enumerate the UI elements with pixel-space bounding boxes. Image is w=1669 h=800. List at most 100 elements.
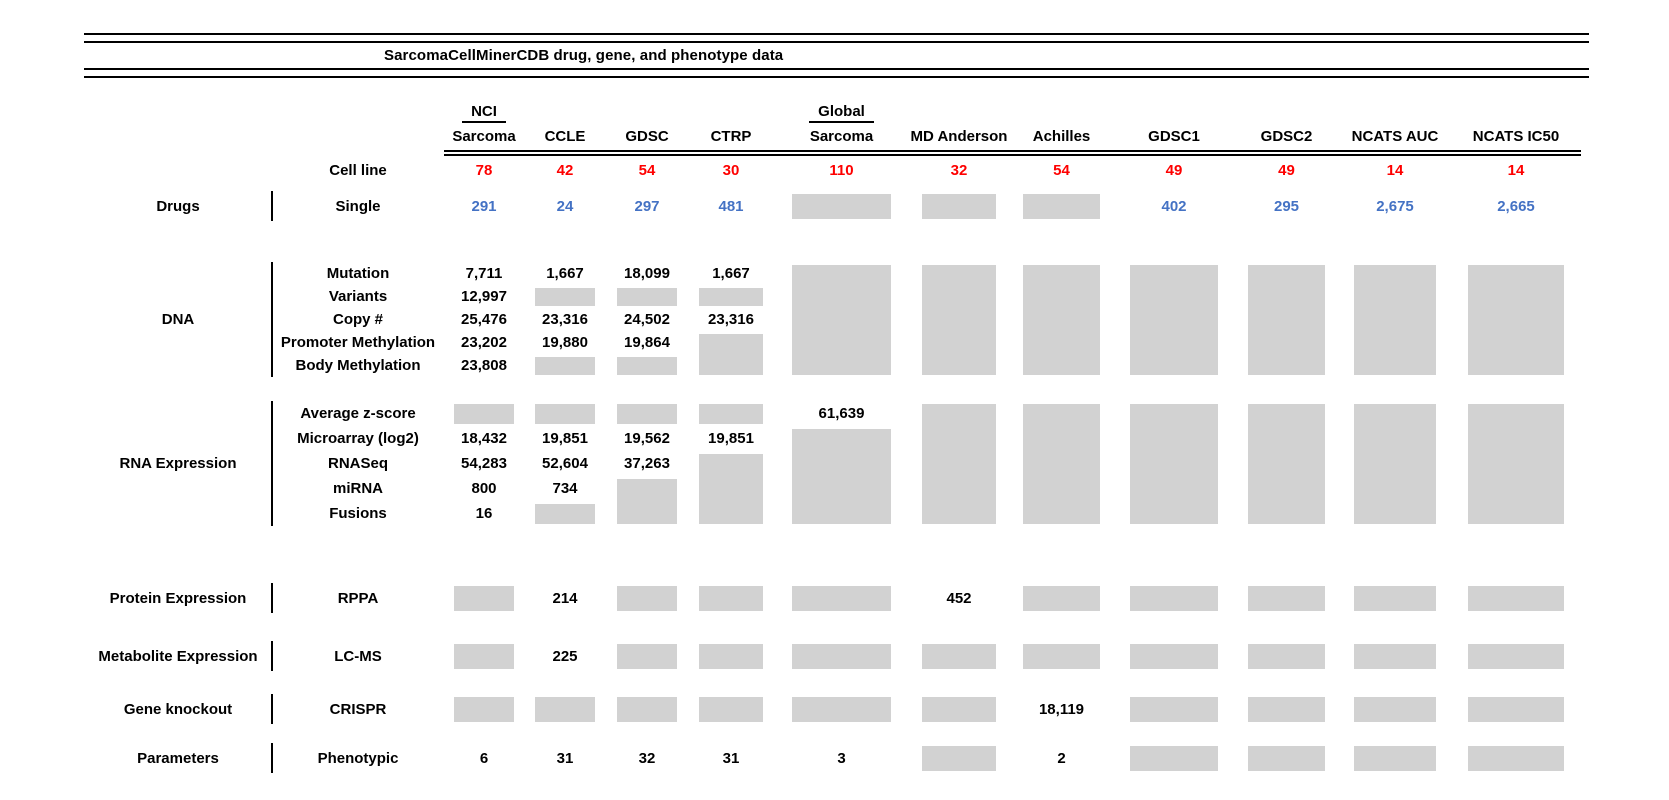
section-divider-bar xyxy=(271,743,273,773)
value-cell: 800 xyxy=(471,480,497,497)
value-cell: 24,502 xyxy=(624,311,670,328)
value-cell: 6 xyxy=(479,749,489,767)
category-label: Protein Expression xyxy=(109,589,247,607)
column-header: CCLE xyxy=(544,127,586,145)
value-cell: 291 xyxy=(471,197,497,215)
cell-line-count: 49 xyxy=(1165,161,1183,179)
value-cell: 52,604 xyxy=(542,455,588,472)
value-cell: 16 xyxy=(475,505,493,522)
cell-line-count: 54 xyxy=(1053,161,1070,179)
value-cell: 1,667 xyxy=(712,265,750,282)
no-data-box xyxy=(1129,585,1219,611)
column-header: GDSC1 xyxy=(1148,127,1200,145)
value-cell: 2,665 xyxy=(1497,197,1535,215)
column-top-header: Global xyxy=(774,99,909,123)
no-data-box xyxy=(699,585,763,611)
no-data-box xyxy=(1247,643,1326,669)
column-header: CTRP xyxy=(710,127,752,145)
value-cell: 19,851 xyxy=(708,430,754,447)
no-data-box xyxy=(791,696,892,722)
column-header: GDSC2 xyxy=(1260,127,1313,145)
cell-line-count: 78 xyxy=(475,161,493,179)
title-band: SarcomaCellMinerCDB drug, gene, and phen… xyxy=(84,46,1596,65)
no-data-box xyxy=(1247,264,1326,375)
no-data-box xyxy=(791,643,892,669)
no-data-box xyxy=(534,503,596,524)
subcategory-label: Microarray (log2) xyxy=(297,430,419,447)
value-cell: 19,562 xyxy=(624,430,670,447)
section-divider-bar xyxy=(271,191,273,221)
section-divider-bar xyxy=(271,694,273,724)
value-cell: 214 xyxy=(552,589,578,607)
no-data-box xyxy=(1467,264,1565,375)
value-cell: 61,639 xyxy=(818,405,865,422)
subcategory-label: Body Methylation xyxy=(295,357,421,374)
no-data-box xyxy=(922,696,996,722)
subcategory-label: Variants xyxy=(328,288,388,305)
no-data-box xyxy=(1353,585,1437,611)
value-cell: 31 xyxy=(722,749,740,767)
value-cell: 2 xyxy=(1057,749,1066,767)
section-rna-expression: RNA Expression Average z-score Microarray … xyxy=(84,401,1596,526)
value-cell: 37,263 xyxy=(624,455,670,472)
no-data-box xyxy=(922,264,996,375)
column-top-header-label: Global xyxy=(809,103,874,123)
value-cell: 2,675 xyxy=(1376,197,1414,215)
cell-line-count: 14 xyxy=(1386,161,1404,179)
no-data-box xyxy=(534,356,596,375)
no-data-box xyxy=(1247,745,1326,771)
no-data-box xyxy=(616,696,678,722)
subcategory-label: Mutation xyxy=(326,265,390,282)
category-label: Gene knockout xyxy=(123,700,233,718)
no-data-box xyxy=(454,696,514,722)
value-cell: 1,667 xyxy=(546,265,584,282)
no-data-box xyxy=(1129,264,1219,375)
column-top-header: NCI xyxy=(444,99,524,123)
value-cell: 24 xyxy=(556,197,574,215)
cell-line-count: 49 xyxy=(1278,161,1295,179)
no-data-box xyxy=(1467,403,1565,524)
subcategory-label: Fusions xyxy=(329,505,387,522)
no-data-box xyxy=(616,287,678,306)
no-data-box xyxy=(454,403,514,424)
no-data-box xyxy=(1353,745,1437,771)
section-divider-bar xyxy=(271,262,273,377)
section-gene-knockout: Gene knockout CRISPR 18,119 xyxy=(84,694,1596,724)
figure-root: SarcomaCellMinerCDB drug, gene, and phen… xyxy=(84,33,1596,773)
no-data-box xyxy=(1129,745,1219,771)
value-cell: 32 xyxy=(638,749,656,767)
no-data-box xyxy=(1467,745,1565,771)
column-header: Achilles xyxy=(1032,127,1091,145)
no-data-box xyxy=(699,287,763,306)
no-data-box xyxy=(616,585,678,611)
section-divider-bar xyxy=(271,583,273,613)
no-data-box xyxy=(922,745,996,771)
subcategory-label: Average z-score xyxy=(300,405,416,422)
value-cell: 23,202 xyxy=(461,334,507,351)
no-data-box xyxy=(1129,696,1219,722)
no-data-box xyxy=(454,643,514,669)
column-header: NCATS AUC xyxy=(1351,127,1439,145)
no-data-box xyxy=(616,403,678,424)
no-data-box xyxy=(534,403,596,424)
value-cell: 481 xyxy=(718,197,744,215)
value-cell: 19,864 xyxy=(624,334,670,351)
section-metabolite-expression: Metabolite Expression LC-MS 225 xyxy=(84,641,1596,671)
no-data-box xyxy=(791,264,892,375)
no-data-box xyxy=(791,428,892,524)
no-data-box xyxy=(1022,643,1101,669)
no-data-box xyxy=(1022,264,1101,375)
header-double-rule xyxy=(444,150,1581,156)
no-data-box xyxy=(534,696,596,722)
no-data-box xyxy=(1022,403,1101,524)
no-data-box xyxy=(791,193,892,219)
subcategory-label: Phenotypic xyxy=(317,749,399,767)
no-data-box xyxy=(1247,585,1326,611)
column-top-header-label: NCI xyxy=(462,103,506,123)
no-data-box xyxy=(922,193,996,219)
value-cell: 18,432 xyxy=(461,430,507,447)
value-cell: 25,476 xyxy=(461,311,507,328)
value-cell: 452 xyxy=(946,589,972,607)
figure-title: SarcomaCellMinerCDB drug, gene, and phen… xyxy=(384,47,784,64)
subcategory-label: CRISPR xyxy=(329,700,387,718)
